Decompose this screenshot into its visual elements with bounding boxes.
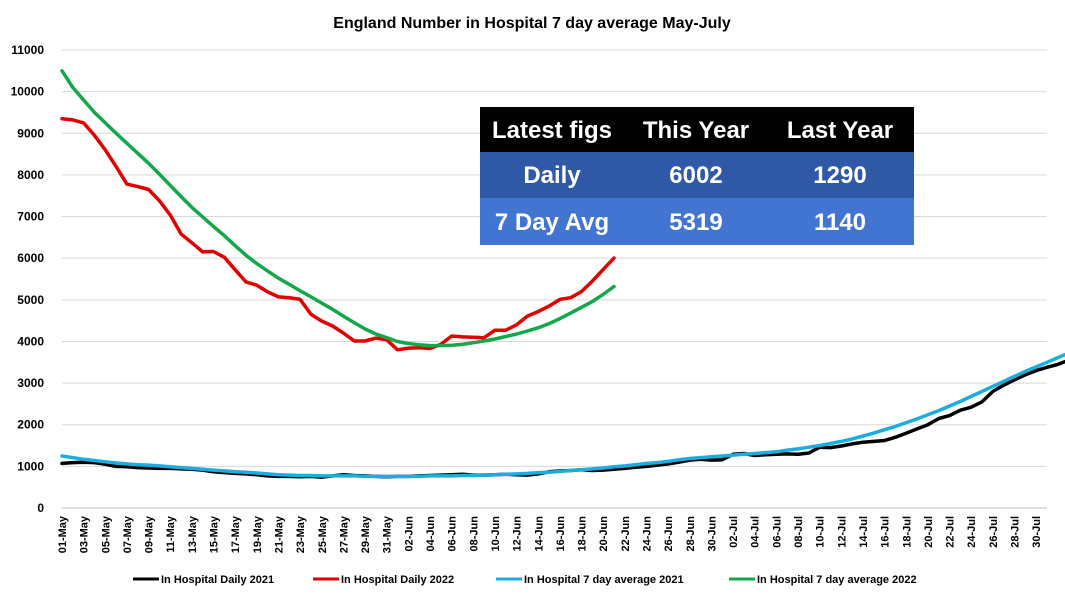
- y-tick-label: 4000: [17, 334, 44, 348]
- x-tick-label: 04-Jun: [425, 516, 437, 552]
- y-tick-label: 10000: [11, 85, 45, 99]
- table-header-this-year: This Year: [643, 117, 749, 144]
- y-tick-label: 3000: [17, 376, 44, 390]
- table-row-daily-bg: [480, 152, 914, 198]
- legend-label: In Hospital 7 day average 2021: [524, 574, 684, 586]
- series-line: [60, 359, 1065, 479]
- x-tick-label: 20-Jul: [923, 516, 935, 548]
- x-tick-label: 18-Jul: [901, 516, 913, 548]
- table-header-last-year: Last Year: [787, 117, 893, 144]
- x-tick-label: 12-Jun: [512, 516, 524, 552]
- x-tick-label: 12-Jul: [836, 516, 848, 548]
- x-axis-ticks: 01-May 03-May 05-May 07-May 09-May 11-May 13-M…: [57, 515, 1043, 553]
- x-tick-label: 14-Jul: [858, 516, 870, 548]
- y-axis-ticks: 0 1000 2000 3000 4000 5000 6000 7000 8000 9000 100…: [11, 43, 45, 515]
- x-tick-label: 10-Jun: [490, 516, 502, 552]
- y-tick-label: 1000: [17, 459, 44, 473]
- x-tick-label: 27-May: [338, 515, 350, 553]
- table-row-label: 7 Day Avg: [495, 209, 609, 236]
- series-lines: [60, 69, 1065, 479]
- series-line: [60, 116, 616, 352]
- x-tick-label: 07-May: [122, 515, 134, 553]
- x-tick-label: 24-Jul: [966, 516, 978, 548]
- x-tick-label: 06-Jun: [447, 516, 459, 552]
- y-tick-label: 0: [37, 501, 44, 515]
- table-row-label: Daily: [523, 162, 581, 189]
- x-tick-label: 21-May: [273, 515, 285, 553]
- y-tick-label: 11000: [11, 43, 44, 57]
- x-tick-label: 08-Jul: [793, 516, 805, 548]
- x-tick-label: 08-Jun: [468, 516, 480, 552]
- y-tick-label: 8000: [17, 168, 44, 182]
- x-tick-label: 28-Jun: [685, 516, 697, 552]
- table-cell-value: 1290: [813, 162, 866, 189]
- summary-table: Latest figs This Year Last Year Daily 60…: [480, 107, 914, 245]
- series-line: [60, 69, 616, 348]
- x-tick-label: 15-May: [209, 515, 221, 553]
- legend-label: In Hospital 7 day average 2022: [757, 574, 917, 586]
- y-tick-label: 9000: [17, 126, 44, 140]
- y-tick-label: 6000: [17, 251, 44, 265]
- x-tick-label: 17-May: [230, 515, 242, 553]
- y-tick-label: 2000: [17, 418, 44, 432]
- x-tick-label: 06-Jul: [771, 516, 783, 548]
- y-tick-label: 5000: [17, 293, 44, 307]
- x-tick-label: 16-Jun: [555, 516, 567, 552]
- x-tick-label: 30-Jul: [1031, 516, 1043, 548]
- x-tick-label: 26-Jun: [663, 516, 675, 552]
- x-tick-label: 13-May: [187, 515, 199, 553]
- x-tick-label: 14-Jun: [533, 516, 545, 552]
- chart-title: England Number in Hospital 7 day average…: [333, 15, 731, 32]
- table-row-avg-bg: [480, 198, 914, 245]
- table-header-bg: [480, 107, 914, 152]
- table-cell-value: 5319: [669, 209, 722, 236]
- table-header-latest: Latest figs: [492, 117, 612, 144]
- series-line: [60, 352, 1065, 479]
- x-tick-label: 04-Jul: [750, 516, 762, 548]
- x-tick-label: 22-Jun: [620, 516, 632, 552]
- x-tick-label: 30-Jun: [706, 516, 718, 552]
- x-tick-label: 24-Jun: [642, 516, 654, 552]
- x-tick-label: 25-May: [317, 515, 329, 553]
- x-tick-label: 03-May: [79, 515, 91, 553]
- x-tick-label: 23-May: [295, 515, 307, 553]
- table-cell-value: 6002: [669, 162, 722, 189]
- y-tick-label: 7000: [17, 210, 44, 224]
- x-tick-label: 16-Jul: [880, 516, 892, 548]
- table-cell-value: 1140: [814, 209, 866, 236]
- x-tick-label: 22-Jul: [945, 516, 957, 548]
- x-tick-label: 29-May: [360, 515, 372, 553]
- x-tick-label: 02-Jul: [728, 516, 740, 548]
- x-tick-label: 28-Jul: [1010, 516, 1022, 548]
- legend: In Hospital Daily 2021 In Hospital Daily…: [133, 574, 917, 586]
- x-tick-label: 26-Jul: [988, 516, 1000, 548]
- x-tick-label: 18-Jun: [577, 516, 589, 552]
- x-tick-label: 31-May: [382, 515, 394, 553]
- legend-label: In Hospital Daily 2021: [161, 574, 274, 586]
- x-tick-label: 20-Jun: [598, 516, 610, 552]
- x-tick-label: 19-May: [252, 515, 264, 553]
- x-tick-label: 05-May: [100, 515, 112, 553]
- x-tick-label: 10-Jul: [815, 516, 827, 548]
- x-tick-label: 02-Jun: [403, 516, 415, 552]
- legend-label: In Hospital Daily 2022: [341, 574, 454, 586]
- x-tick-label: 11-May: [165, 515, 177, 553]
- x-tick-label: 01-May: [57, 515, 69, 553]
- x-tick-label: 09-May: [144, 515, 156, 553]
